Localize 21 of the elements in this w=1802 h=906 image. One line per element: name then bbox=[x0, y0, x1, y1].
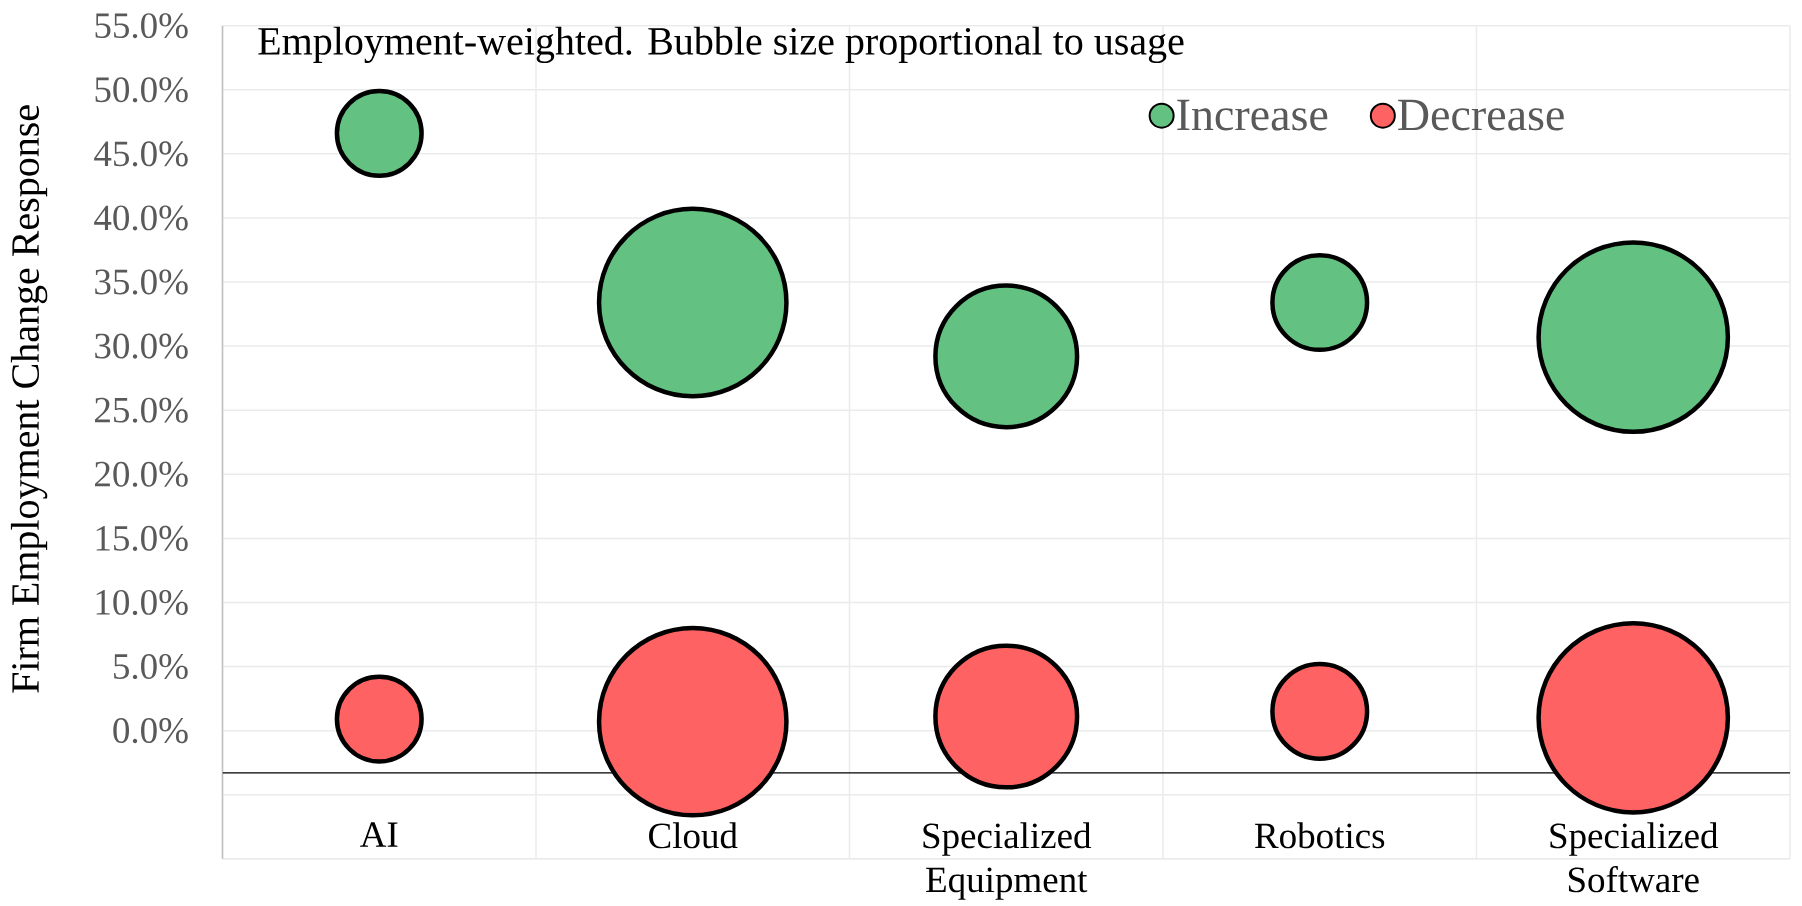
x-tick-label: Cloud bbox=[649, 822, 738, 849]
x-tick-label: Robotics bbox=[1255, 822, 1385, 849]
y-tick-label: 20.0% bbox=[95, 461, 188, 487]
y-tick-label: 15.0% bbox=[96, 525, 188, 551]
y-tick-label: 25.0% bbox=[95, 397, 188, 423]
y-axis-title: Firm Employment Change Response bbox=[10, 105, 48, 693]
legend-label: Decrease bbox=[1398, 99, 1564, 131]
y-tick-label: 30.0% bbox=[95, 333, 188, 359]
x-tick-label: Specialized Software bbox=[1550, 822, 1719, 893]
y-tick-label: 5.0% bbox=[114, 653, 188, 680]
y-tick-label: 50.0% bbox=[95, 77, 188, 103]
y-tick-label: 40.0% bbox=[94, 205, 188, 231]
annotation: Employment-weighted. Bubble size proportional to usage bbox=[258, 26, 1184, 64]
y-tick-label: 35.0% bbox=[95, 269, 188, 295]
y-tick-label: 10.0% bbox=[96, 589, 188, 616]
y-tick-label: 45.0% bbox=[94, 141, 188, 167]
y-tick-label: 55.0% bbox=[95, 13, 188, 39]
x-tick-label: AI bbox=[360, 822, 398, 847]
legend-label: Increase bbox=[1177, 99, 1328, 131]
x-tick-label: Specialized Equipment bbox=[923, 822, 1092, 900]
y-tick-label: 0.0% bbox=[113, 718, 188, 744]
